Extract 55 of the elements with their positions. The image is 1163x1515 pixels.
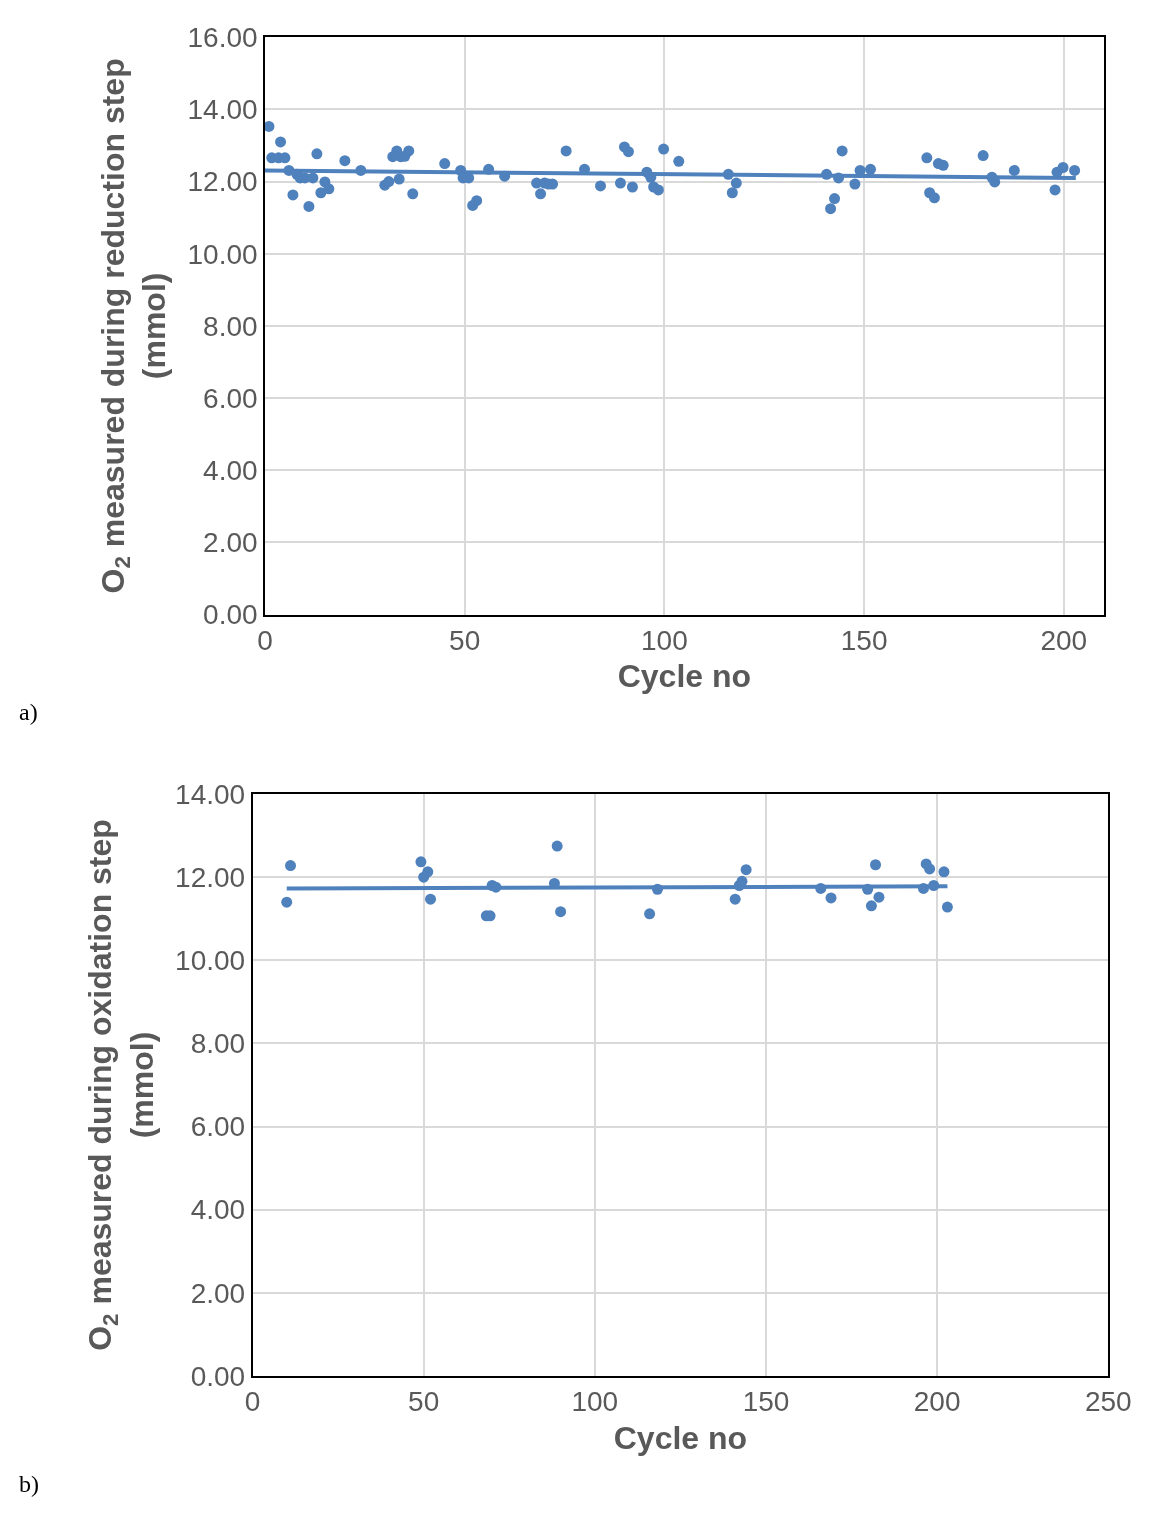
point <box>551 840 563 852</box>
point <box>873 891 885 903</box>
point <box>865 900 877 912</box>
point <box>825 892 837 904</box>
y-tick-label: 12.00 <box>187 166 258 198</box>
y-tick-label: 6.00 <box>203 382 258 414</box>
x-tick-label: 200 <box>913 1386 961 1418</box>
y-tick-label: 10.00 <box>187 238 258 270</box>
x-axis-title: Cycle no <box>617 658 752 695</box>
x-tick-label: 50 <box>408 1386 440 1418</box>
point <box>941 901 953 913</box>
point <box>917 882 929 894</box>
y-tick-label: 14.00 <box>175 778 246 810</box>
y-tick-label: 10.00 <box>175 945 246 977</box>
point <box>729 893 741 905</box>
x-tick-label: 100 <box>641 624 688 656</box>
y-tick-label: 16.00 <box>187 22 258 54</box>
x-tick-label: 100 <box>571 1386 619 1418</box>
x-tick-label: 150 <box>840 624 888 656</box>
x-tick-label: 0 <box>244 1386 261 1418</box>
y-tick-label: 2.00 <box>190 1277 246 1309</box>
text: a) <box>19 699 38 725</box>
y-tick-label: 4.00 <box>190 1194 246 1226</box>
point <box>815 882 827 894</box>
point <box>555 906 567 918</box>
x-tick-label: 150 <box>742 1386 790 1418</box>
point <box>415 856 427 868</box>
point <box>740 864 752 876</box>
y-tick-label: 2.00 <box>203 527 258 559</box>
point <box>938 866 950 878</box>
y-tick-label: 8.00 <box>203 310 258 342</box>
y-tick-label: 14.00 <box>187 94 258 126</box>
y-tick-label: 8.00 <box>190 1028 246 1060</box>
point <box>644 908 656 920</box>
point <box>862 883 874 895</box>
x-tick-label: 200 <box>1040 624 1088 656</box>
point <box>928 880 940 892</box>
point <box>285 860 297 872</box>
point <box>736 875 748 887</box>
point <box>425 893 437 905</box>
x-tick-label: 0 <box>257 624 273 656</box>
y-tick-label: 12.00 <box>175 862 246 893</box>
y-tick-label: 0.00 <box>203 599 258 631</box>
text: b) <box>19 1471 39 1497</box>
y-tick-label: 0.00 <box>190 1360 246 1392</box>
point <box>924 863 936 875</box>
x-tick-label: 250 <box>1084 1386 1132 1418</box>
point <box>870 859 882 871</box>
x-tick-label: 50 <box>449 624 481 656</box>
y-tick-label: 6.00 <box>190 1111 246 1143</box>
point <box>651 883 663 895</box>
x-axis-title: Cycle no <box>613 1419 748 1456</box>
point <box>422 866 434 878</box>
point <box>281 896 293 908</box>
y-tick-label: 4.00 <box>203 455 258 487</box>
